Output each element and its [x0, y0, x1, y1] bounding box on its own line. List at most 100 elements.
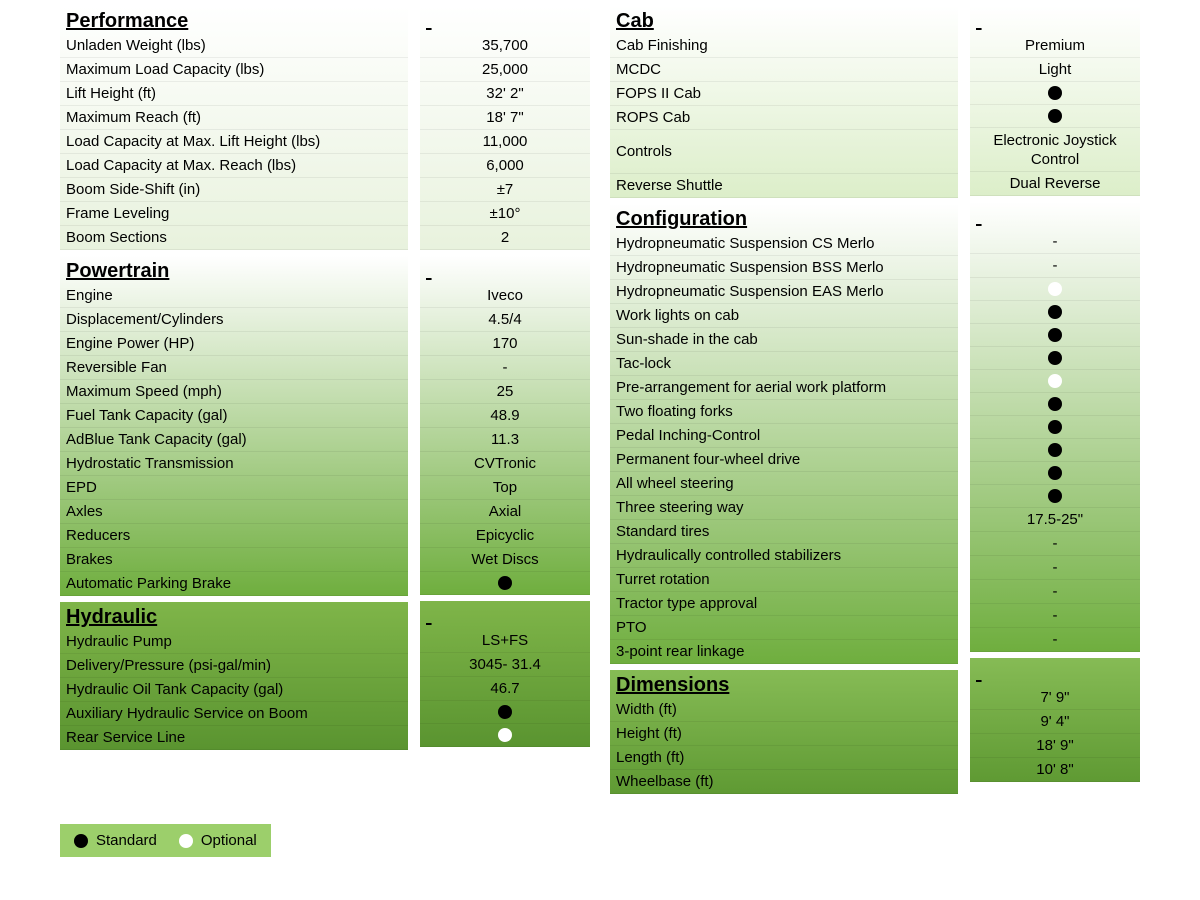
spec-value-row: Electronic Joystick Control: [970, 128, 1140, 172]
spec-label-row: AdBlue Tank Capacity (gal): [60, 428, 408, 452]
optional-dot-icon: [179, 834, 193, 848]
spec-label: Delivery/Pressure (psi-gal/min): [66, 656, 271, 675]
spec-label-row: PTO: [610, 616, 958, 640]
section-header-spacer: [420, 256, 590, 284]
spec-label-row: Reverse Shuttle: [610, 174, 958, 198]
standard-dot-icon: [1048, 489, 1062, 503]
spec-value: 18' 9": [1036, 736, 1073, 755]
spec-label: Pre-arrangement for aerial work platform: [616, 378, 886, 397]
spec-value-row: [970, 347, 1140, 370]
standard-dot-icon: [1048, 86, 1062, 100]
standard-dot-icon: [1048, 109, 1062, 123]
spec-value: 35,700: [482, 36, 528, 55]
spec-value: 10' 8": [1036, 760, 1073, 779]
left-column: PerformanceUnladen Weight (lbs)Maximum L…: [60, 6, 590, 756]
spec-value-row: [970, 324, 1140, 347]
optional-dot-icon: [498, 728, 512, 742]
spec-label: Work lights on cab: [616, 306, 739, 325]
spec-label: Three steering way: [616, 498, 744, 517]
standard-dot-icon: [1048, 328, 1062, 342]
spec-value-row: Epicyclic: [420, 524, 590, 548]
spec-label-row: Rear Service Line: [60, 726, 408, 750]
spec-label-row: Permanent four-wheel drive: [610, 448, 958, 472]
spec-value-row: ±10°: [420, 202, 590, 226]
spec-label: Displacement/Cylinders: [66, 310, 224, 329]
standard-dot-icon: [1048, 397, 1062, 411]
spec-value: Light: [1039, 60, 1072, 79]
spec-label-row: Maximum Speed (mph): [60, 380, 408, 404]
spec-label: Standard tires: [616, 522, 709, 541]
spec-label: Auxiliary Hydraulic Service on Boom: [66, 704, 308, 723]
spec-value: 3045- 31.4: [469, 655, 541, 674]
spec-label-row: All wheel steering: [610, 472, 958, 496]
spec-value: 46.7: [490, 679, 519, 698]
spec-label: Tractor type approval: [616, 594, 757, 613]
spec-value: Epicyclic: [476, 526, 534, 545]
spec-value-row: -: [970, 254, 1140, 278]
spec-label: Controls: [616, 142, 672, 161]
spec-value-row: -: [970, 532, 1140, 556]
spec-value-row: 17.5-25": [970, 508, 1140, 532]
spec-label: Wheelbase (ft): [616, 772, 714, 791]
spec-value-row: [420, 724, 590, 747]
spec-value-row: [420, 701, 590, 724]
section-labels: CabCab FinishingMCDCFOPS II CabROPS CabC…: [610, 6, 958, 198]
spec-value-row: Wet Discs: [420, 548, 590, 572]
spec-value: 6,000: [486, 156, 524, 175]
section-header: Configuration: [610, 204, 958, 232]
spec-value-row: 11,000: [420, 130, 590, 154]
spec-label: Permanent four-wheel drive: [616, 450, 800, 469]
right-column: CabCab FinishingMCDCFOPS II CabROPS CabC…: [610, 6, 1140, 800]
spec-label: Hydropneumatic Suspension BSS Merlo: [616, 258, 884, 277]
spec-label-row: Maximum Load Capacity (lbs): [60, 58, 408, 82]
spec-value: -: [1053, 558, 1058, 577]
section-header: Cab: [610, 6, 958, 34]
section-values: --17.5-25"-----: [970, 202, 1140, 652]
spec-label-row: Length (ft): [610, 746, 958, 770]
spec-value: 25,000: [482, 60, 528, 79]
spec-label-row: Sun-shade in the cab: [610, 328, 958, 352]
spec-label-row: Hydropneumatic Suspension BSS Merlo: [610, 256, 958, 280]
section-values: 35,70025,00032' 2"18' 7"11,0006,000±7±10…: [420, 6, 590, 250]
spec-value: Premium: [1025, 36, 1085, 55]
spec-label: Lift Height (ft): [66, 84, 156, 103]
spec-label-row: Axles: [60, 500, 408, 524]
spec-value-row: 7' 9": [970, 686, 1140, 710]
spec-label-row: Tac-lock: [610, 352, 958, 376]
spec-value: 48.9: [490, 406, 519, 425]
spec-label: 3-point rear linkage: [616, 642, 744, 661]
spec-value: 11,000: [483, 132, 528, 151]
spec-label: Rear Service Line: [66, 728, 185, 747]
spec-value: 17.5-25": [1027, 510, 1083, 529]
spec-label-row: Hydraulically controlled stabilizers: [610, 544, 958, 568]
spec-value: Axial: [489, 502, 522, 521]
spec-label: Maximum Reach (ft): [66, 108, 201, 127]
spec-value-row: 18' 7": [420, 106, 590, 130]
spec-value: 11.3: [491, 430, 519, 449]
spec-value-row: 11.3: [420, 428, 590, 452]
spec-value: Iveco: [487, 286, 523, 305]
spec-value-row: -: [970, 604, 1140, 628]
spec-value-row: Iveco: [420, 284, 590, 308]
spec-label: Reversible Fan: [66, 358, 167, 377]
spec-label-row: Unladen Weight (lbs): [60, 34, 408, 58]
legend-standard-label: Standard: [96, 832, 157, 849]
spec-label-row: Hydropneumatic Suspension EAS Merlo: [610, 280, 958, 304]
spec-value-row: [970, 393, 1140, 416]
spec-value: ±7: [497, 180, 514, 199]
spec-label-row: Brakes: [60, 548, 408, 572]
spec-label: Hydrostatic Transmission: [66, 454, 234, 473]
spec-label: Boom Sections: [66, 228, 167, 247]
section-labels: Configuration Hydropneumatic Suspension C…: [610, 204, 958, 664]
spec-value-row: [970, 485, 1140, 508]
standard-dot-icon: [498, 705, 512, 719]
standard-dot-icon: [1048, 351, 1062, 365]
spec-label: Hydropneumatic Suspension CS Merlo: [616, 234, 874, 253]
spec-label: Two floating forks: [616, 402, 733, 421]
spec-label-row: Width (ft): [610, 698, 958, 722]
spec-value-row: 9' 4": [970, 710, 1140, 734]
spec-value-row: 48.9: [420, 404, 590, 428]
spec-value: 9' 4": [1040, 712, 1069, 731]
spec-value-row: 10' 8": [970, 758, 1140, 782]
section-header-spacer: [420, 6, 590, 34]
